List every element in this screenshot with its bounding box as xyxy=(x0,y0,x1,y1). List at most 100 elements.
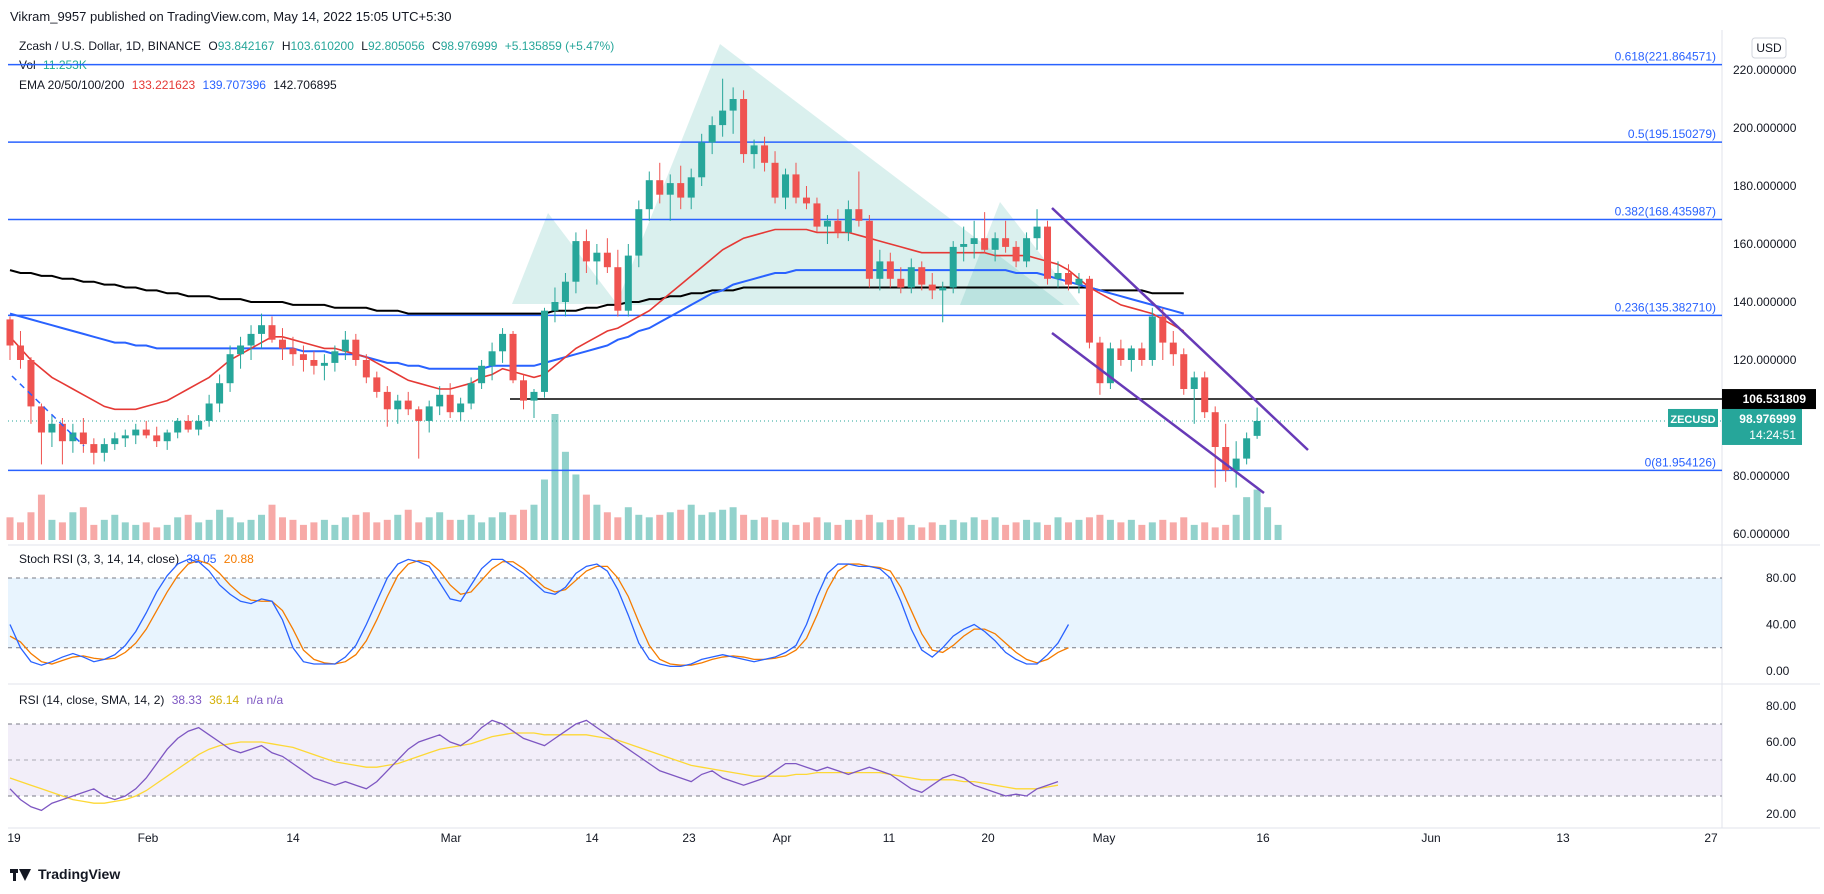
volume-bar xyxy=(1169,522,1177,540)
candle xyxy=(603,238,611,273)
candle xyxy=(1253,407,1261,439)
volume-bar xyxy=(1106,519,1114,540)
candle-body xyxy=(299,354,307,360)
candle xyxy=(1190,371,1198,424)
candle xyxy=(1085,275,1093,349)
time-tick-label: 14 xyxy=(286,831,300,845)
time-tick-label: Apr xyxy=(773,831,792,845)
bar-countdown-label: 14:24:51 xyxy=(1749,428,1796,442)
candle xyxy=(561,273,569,317)
candle xyxy=(268,316,276,343)
candle-body xyxy=(855,209,863,221)
ema-label[interactable]: EMA 20/50/100/200 xyxy=(19,78,125,92)
currency-badge-label: USD xyxy=(1756,41,1782,55)
candle-body xyxy=(79,432,87,445)
price-tick-label: 180.000000 xyxy=(1733,179,1797,193)
candle xyxy=(886,252,894,288)
stoch-legend: Stoch RSI (3, 3, 14, 14, close) 39.05 20… xyxy=(19,551,258,567)
volume-bar xyxy=(69,512,77,540)
rsi-label[interactable]: RSI (14, close, SMA, 14, 2) xyxy=(19,693,165,707)
tradingview-footer[interactable]: TradingView xyxy=(10,866,120,882)
candle xyxy=(79,418,87,453)
volume-bar xyxy=(782,522,790,540)
candle-body xyxy=(1232,458,1240,471)
candle-body xyxy=(226,354,234,384)
candle-body xyxy=(100,444,108,453)
candle-body xyxy=(939,287,947,291)
volume-bars xyxy=(6,414,1282,540)
volume-bar xyxy=(320,519,328,540)
price-tick-label: 120.000000 xyxy=(1733,353,1797,367)
candle-body xyxy=(687,177,695,198)
volume-bar xyxy=(981,519,989,540)
currency-badge: USD xyxy=(1751,37,1787,59)
candle-body xyxy=(1127,348,1135,360)
candle-body xyxy=(645,180,653,210)
volume-bar xyxy=(153,527,161,540)
candle-body xyxy=(373,377,381,392)
volume-bar xyxy=(886,519,894,540)
time-axis: 19 Feb 14 Mar 14 23 Apr 11 20 May 16 Jun 13 27 xyxy=(7,831,1718,845)
ema20-value: 133.221623 xyxy=(131,78,196,92)
volume-bar xyxy=(949,519,957,540)
candle-body xyxy=(69,432,77,442)
candle xyxy=(226,345,234,392)
candle-body xyxy=(897,278,905,288)
volume-bar xyxy=(1096,514,1104,540)
candle-body xyxy=(268,325,276,340)
candle-body xyxy=(782,174,790,198)
volume-bar xyxy=(687,504,695,540)
candle xyxy=(16,331,24,369)
volume-bar xyxy=(855,519,863,540)
stoch-axis: 80.00 40.00 0.00 xyxy=(1766,571,1796,678)
volume-bar xyxy=(897,517,905,540)
price-axis: 220.000000 200.000000 180.000000 160.000000… xyxy=(1733,37,1797,541)
channel-lower-line xyxy=(1051,332,1265,494)
candle-body xyxy=(823,220,831,227)
early-trendline xyxy=(11,375,85,447)
candle xyxy=(834,209,842,239)
candle xyxy=(530,389,538,418)
volume-bar xyxy=(509,514,517,540)
volume-bar xyxy=(603,512,611,540)
volume-bar xyxy=(362,512,370,540)
candle xyxy=(802,186,810,210)
volume-bar xyxy=(1148,522,1156,540)
candle-body xyxy=(1169,342,1177,355)
candle-body xyxy=(729,99,737,111)
candle xyxy=(666,174,674,221)
candle-body xyxy=(1211,412,1219,447)
volume-bar xyxy=(761,517,769,540)
publisher-header: Vikram_9957 published on TradingView.com… xyxy=(10,9,452,24)
volume-bar xyxy=(729,507,737,540)
time-tick-label: 23 xyxy=(682,831,696,845)
candle xyxy=(614,249,622,317)
candle-body xyxy=(520,380,528,401)
candle-body xyxy=(352,339,360,360)
candle xyxy=(540,307,548,398)
volume-bar xyxy=(561,451,569,540)
volume-bar xyxy=(624,507,632,540)
price-tick-label: 220.000000 xyxy=(1733,63,1797,77)
right-shoulder-shape xyxy=(960,202,1080,305)
candle-body xyxy=(1148,316,1156,360)
rsi-tick-label: 40.00 xyxy=(1766,771,1796,785)
volume-bar xyxy=(1180,517,1188,540)
stoch-d-line xyxy=(9,559,1069,666)
volume-bar xyxy=(802,522,810,540)
volume-bar xyxy=(918,527,926,540)
price-tick-label: 60.000000 xyxy=(1733,527,1790,541)
time-tick-label: 11 xyxy=(883,831,896,845)
candle xyxy=(907,258,915,294)
candle xyxy=(1169,331,1177,366)
price-tick-label: 80.000000 xyxy=(1733,469,1790,483)
stoch-label[interactable]: Stoch RSI (3, 3, 14, 14, close) xyxy=(19,552,180,566)
candle xyxy=(111,432,119,450)
currency-badge-box xyxy=(1751,37,1787,59)
symbol-title[interactable]: Zcash / U.S. Dollar, 1D, BINANCE xyxy=(19,39,202,53)
candle xyxy=(876,249,884,291)
volume-bar xyxy=(436,512,444,540)
candle-body xyxy=(184,420,192,430)
volume-bar xyxy=(1023,519,1031,540)
